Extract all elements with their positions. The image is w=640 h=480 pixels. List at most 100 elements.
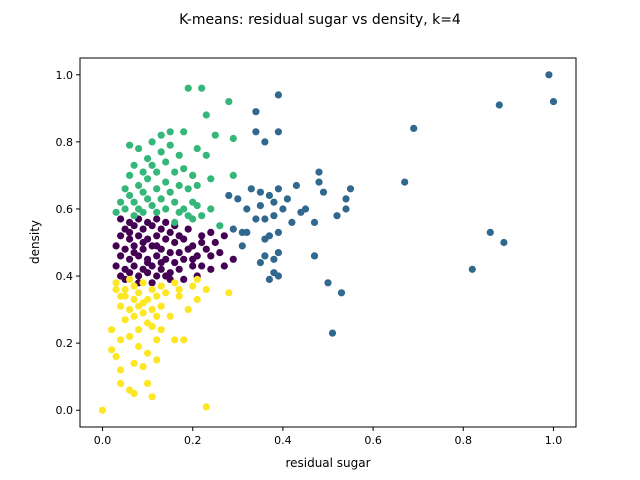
data-point-cluster-0: [189, 242, 197, 250]
data-point-cluster-2: [180, 128, 188, 136]
data-point-cluster-0: [220, 262, 228, 270]
data-point-cluster-0: [184, 225, 192, 233]
data-point-cluster-2: [121, 185, 129, 193]
data-point-cluster-2: [157, 148, 165, 156]
data-point-cluster-0: [126, 255, 134, 263]
data-point-cluster-3: [157, 326, 165, 334]
data-point-cluster-1: [274, 249, 282, 257]
data-point-cluster-2: [130, 212, 138, 220]
data-point-cluster-0: [157, 225, 165, 233]
data-point-cluster-1: [243, 205, 251, 213]
data-point-cluster-1: [270, 198, 278, 206]
data-point-cluster-0: [153, 272, 161, 280]
x-axis-label: residual sugar: [285, 456, 370, 470]
y-axis-label: density: [28, 220, 42, 264]
data-point-cluster-1: [328, 329, 337, 337]
points-layer: [98, 71, 558, 414]
data-point-cluster-3: [130, 359, 138, 367]
data-point-cluster-2: [193, 181, 201, 190]
data-point-cluster-3: [117, 302, 125, 310]
data-point-cluster-2: [202, 151, 210, 159]
data-point-cluster-2: [180, 165, 188, 173]
data-point-cluster-3: [121, 285, 129, 294]
data-point-cluster-1: [256, 202, 264, 210]
data-point-cluster-1: [270, 212, 278, 220]
data-point-cluster-0: [180, 235, 188, 243]
data-point-cluster-2: [157, 195, 165, 203]
data-point-cluster-3: [126, 332, 134, 340]
data-point-cluster-2: [216, 222, 224, 230]
data-point-cluster-1: [410, 124, 418, 132]
data-point-cluster-3: [157, 282, 165, 290]
data-point-cluster-0: [135, 232, 143, 240]
data-point-cluster-2: [148, 138, 156, 146]
data-point-cluster-0: [171, 259, 179, 267]
data-point-cluster-3: [98, 406, 107, 414]
data-point-cluster-0: [198, 262, 206, 270]
data-point-cluster-0: [112, 262, 120, 270]
data-point-cluster-1: [486, 228, 494, 236]
data-point-cluster-2: [157, 131, 165, 139]
data-point-cluster-0: [198, 232, 206, 240]
data-point-cluster-3: [121, 316, 129, 324]
data-point-cluster-1: [342, 205, 350, 213]
data-point-cluster-0: [229, 255, 237, 263]
data-point-cluster-2: [139, 208, 147, 216]
data-point-cluster-3: [193, 295, 201, 304]
data-point-cluster-1: [549, 98, 558, 106]
data-point-cluster-0: [220, 232, 228, 240]
data-point-cluster-0: [189, 255, 197, 263]
data-point-cluster-3: [171, 336, 179, 344]
data-point-cluster-2: [144, 175, 152, 183]
data-point-cluster-1: [288, 218, 296, 226]
data-point-cluster-2: [135, 145, 143, 153]
data-point-cluster-0: [121, 245, 129, 253]
data-point-cluster-3: [144, 349, 152, 357]
data-point-cluster-2: [175, 151, 183, 159]
y-tick-label: 0.4: [56, 270, 74, 283]
data-point-cluster-3: [139, 279, 147, 287]
x-tick-label: 0.0: [94, 434, 112, 447]
data-point-cluster-1: [265, 275, 273, 283]
x-tick-label: 0.4: [274, 434, 292, 447]
data-point-cluster-3: [130, 282, 138, 290]
data-point-cluster-0: [148, 222, 156, 230]
data-point-cluster-0: [126, 269, 134, 277]
data-point-cluster-0: [112, 242, 120, 250]
data-point-cluster-1: [256, 188, 264, 196]
data-point-cluster-1: [324, 279, 332, 287]
data-point-cluster-1: [247, 185, 255, 193]
data-point-cluster-3: [153, 312, 161, 320]
data-point-cluster-2: [193, 202, 201, 210]
data-point-cluster-2: [148, 161, 156, 169]
data-point-cluster-2: [171, 198, 179, 206]
y-tick-label: 0.2: [56, 337, 74, 350]
data-point-cluster-1: [315, 178, 323, 186]
data-point-cluster-0: [153, 215, 161, 223]
data-point-cluster-0: [126, 235, 134, 243]
data-point-cluster-3: [184, 306, 192, 314]
data-point-cluster-0: [189, 262, 197, 270]
data-point-cluster-2: [153, 185, 161, 193]
data-point-cluster-2: [121, 205, 129, 213]
data-point-cluster-2: [198, 212, 206, 220]
data-point-cluster-3: [112, 353, 120, 361]
data-point-cluster-0: [139, 225, 147, 233]
x-tick-label: 0.6: [364, 434, 382, 447]
data-point-cluster-0: [135, 272, 143, 280]
data-point-cluster-2: [175, 181, 183, 190]
data-point-cluster-0: [126, 228, 134, 236]
data-point-cluster-1: [252, 108, 260, 116]
data-point-cluster-2: [144, 195, 152, 203]
data-point-cluster-0: [157, 265, 165, 273]
data-point-cluster-3: [162, 289, 170, 297]
data-point-cluster-2: [175, 208, 183, 216]
data-point-cluster-2: [139, 188, 147, 196]
data-point-cluster-2: [166, 128, 174, 136]
data-point-cluster-1: [283, 195, 291, 203]
data-point-cluster-2: [202, 111, 210, 119]
data-point-cluster-3: [139, 299, 147, 307]
data-point-cluster-3: [135, 289, 143, 297]
data-point-cluster-3: [153, 356, 161, 364]
data-point-cluster-0: [198, 238, 206, 247]
